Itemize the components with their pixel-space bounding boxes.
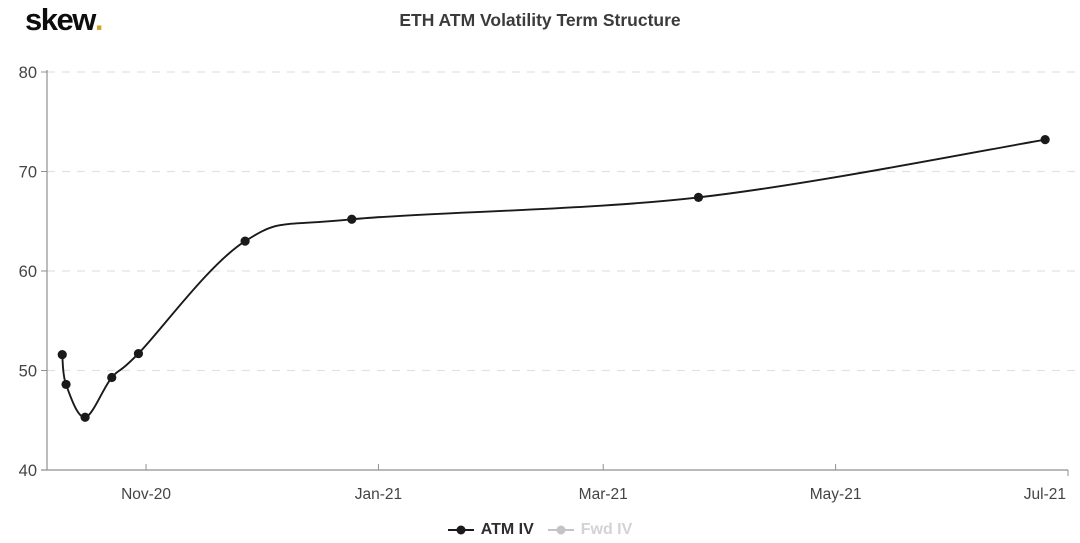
data-point[interactable] bbox=[347, 214, 357, 224]
data-point[interactable] bbox=[693, 192, 704, 202]
skew-logo-text: skew bbox=[25, 2, 96, 37]
legend-label: Fwd IV bbox=[580, 521, 633, 538]
data-point[interactable] bbox=[1040, 135, 1050, 145]
legend-marker-icon bbox=[447, 525, 474, 535]
y-tick-label: 40 bbox=[19, 462, 37, 480]
legend-label: ATM IV bbox=[480, 521, 534, 538]
x-tick-label: Mar-21 bbox=[579, 486, 628, 503]
data-point[interactable] bbox=[61, 379, 71, 390]
data-point[interactable] bbox=[133, 348, 144, 359]
x-tick-label: Nov-20 bbox=[121, 486, 171, 503]
skew-logo-dot: . bbox=[94, 2, 104, 37]
x-tick-label: Jan-21 bbox=[355, 486, 402, 503]
chart-legend: ATM IV Fwd IV bbox=[0, 517, 1080, 543]
x-tick-label: May-21 bbox=[810, 486, 862, 503]
y-tick-label: 60 bbox=[19, 263, 37, 281]
y-tick-label: 80 bbox=[19, 64, 37, 82]
chart-title: ETH ATM Volatility Term Structure bbox=[399, 10, 681, 30]
legend-marker-icon bbox=[547, 525, 574, 535]
skew-logo: skew. bbox=[25, 2, 103, 38]
data-point[interactable] bbox=[57, 349, 67, 360]
x-tick-label: Jul-21 bbox=[1024, 486, 1066, 503]
data-point[interactable] bbox=[80, 412, 90, 422]
legend-item-fwd-iv[interactable]: Fwd IV bbox=[547, 521, 633, 539]
data-point[interactable] bbox=[240, 236, 250, 246]
series-line-atm-iv bbox=[61, 138, 1046, 419]
y-tick-label: 70 bbox=[19, 164, 37, 182]
legend-item-atm-iv[interactable]: ATM IV bbox=[447, 521, 534, 539]
y-tick-label: 50 bbox=[19, 363, 37, 381]
data-point[interactable] bbox=[107, 372, 117, 383]
